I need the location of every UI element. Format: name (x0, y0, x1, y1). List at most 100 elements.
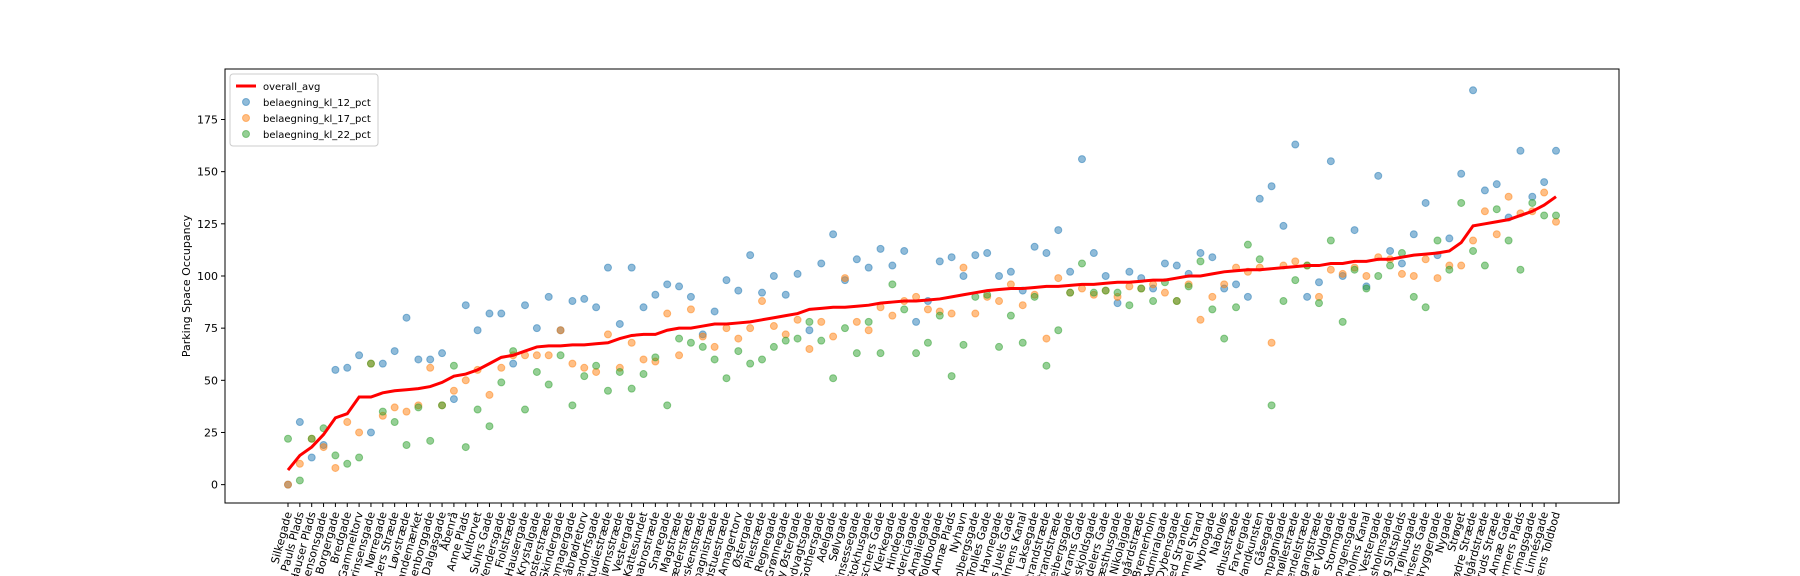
scatter-point (1480, 186, 1489, 195)
scatter-point (1469, 236, 1478, 245)
scatter-point (568, 401, 577, 410)
scatter-point (1504, 192, 1513, 201)
scatter-point (769, 322, 778, 331)
scatter-point (1374, 171, 1383, 180)
scatter-point (1314, 278, 1323, 287)
scatter-point (390, 403, 399, 412)
scatter-point (1042, 249, 1051, 258)
y-axis-label: Parking Space Occupancy (180, 214, 193, 357)
scatter-point (284, 434, 292, 443)
scatter-point (1196, 249, 1205, 258)
scatter-point (366, 359, 375, 368)
scatter-point (544, 380, 553, 389)
scatter-point (1232, 280, 1241, 289)
scatter-point (923, 305, 932, 314)
scatter-point (947, 253, 956, 262)
scatter-point (829, 374, 838, 383)
scatter-point (935, 311, 944, 320)
scatter-point (438, 401, 447, 410)
scatter-point (378, 407, 387, 416)
scatter-point (568, 297, 577, 306)
scatter-point (912, 292, 921, 301)
scatter-point (1326, 236, 1335, 245)
scatter-point (1208, 292, 1217, 301)
scatter-point (722, 324, 731, 333)
scatter-point (805, 345, 814, 354)
scatter-point (852, 349, 861, 358)
scatter-point (1125, 282, 1134, 291)
scatter-point (426, 363, 435, 372)
scatter-point (1350, 226, 1359, 235)
y-tick-label: 50 (204, 374, 218, 387)
scatter-point (1030, 292, 1039, 301)
scatter-point (414, 355, 423, 364)
scatter-point (532, 367, 541, 376)
scatter-point (1255, 255, 1264, 264)
scatter-point (959, 263, 968, 272)
scatter-point (343, 459, 352, 468)
scatter-point (805, 326, 814, 335)
scatter-point (746, 251, 755, 260)
scatter-point (1125, 267, 1134, 276)
scatter-point (710, 355, 719, 364)
scatter-point (1232, 303, 1241, 312)
scatter-point (1326, 157, 1335, 166)
scatter-point (935, 257, 944, 266)
scatter-point (1528, 198, 1537, 207)
scatter-point (461, 443, 470, 452)
scatter-point (710, 307, 719, 316)
scatter-point (1054, 274, 1063, 283)
scatter-point (1397, 269, 1406, 278)
scatter-point (1113, 288, 1122, 297)
scatter-point (521, 301, 530, 310)
scatter-point (1291, 140, 1300, 149)
legend-box (229, 73, 379, 147)
y-tick-label: 100 (197, 270, 218, 283)
scatter-point (793, 334, 802, 343)
scatter-point (817, 317, 826, 326)
scatter-point (805, 317, 814, 326)
scatter-point (449, 386, 458, 395)
scatter-point (1421, 198, 1430, 207)
plot-frame (224, 68, 1620, 504)
scatter-point (284, 480, 292, 489)
scatter-point (1066, 267, 1075, 276)
scatter-point (829, 332, 838, 341)
scatter-point (1018, 338, 1027, 347)
scatter-point (449, 361, 458, 370)
scatter-point (923, 338, 932, 347)
scatter-point (746, 359, 755, 368)
scatter-point (947, 309, 956, 318)
scatter-point (568, 359, 577, 368)
scatter-point (331, 365, 340, 374)
scatter-point (580, 294, 589, 303)
scatter-point (355, 453, 364, 462)
scatter-point (1374, 271, 1383, 280)
scatter-point (639, 370, 648, 379)
scatter-point (722, 374, 731, 383)
scatter-point (438, 349, 447, 358)
scatter-point (1220, 280, 1229, 289)
scatter-point (698, 332, 707, 341)
scatter-point (485, 390, 494, 399)
scatter-point (1492, 180, 1501, 189)
scatter-point (959, 271, 968, 280)
scatter-point (627, 384, 636, 393)
scatter-point (734, 334, 743, 343)
scatter-point (1409, 271, 1418, 280)
scatter-point (1338, 317, 1347, 326)
scatter-point (1279, 221, 1288, 230)
scatter-point (1326, 265, 1335, 274)
scatter-point (1445, 234, 1454, 243)
scatter-point (592, 303, 601, 312)
scatter-point (1552, 211, 1560, 220)
scatter-point (355, 428, 364, 437)
scatter-point (1018, 301, 1027, 310)
scatter-point (1220, 334, 1229, 343)
scatter-point (307, 453, 316, 462)
legend-marker (242, 98, 250, 106)
scatter-point (1077, 155, 1086, 164)
scatter-point (1397, 259, 1406, 268)
scatter-point (1077, 284, 1086, 293)
scatter-point (343, 363, 352, 372)
